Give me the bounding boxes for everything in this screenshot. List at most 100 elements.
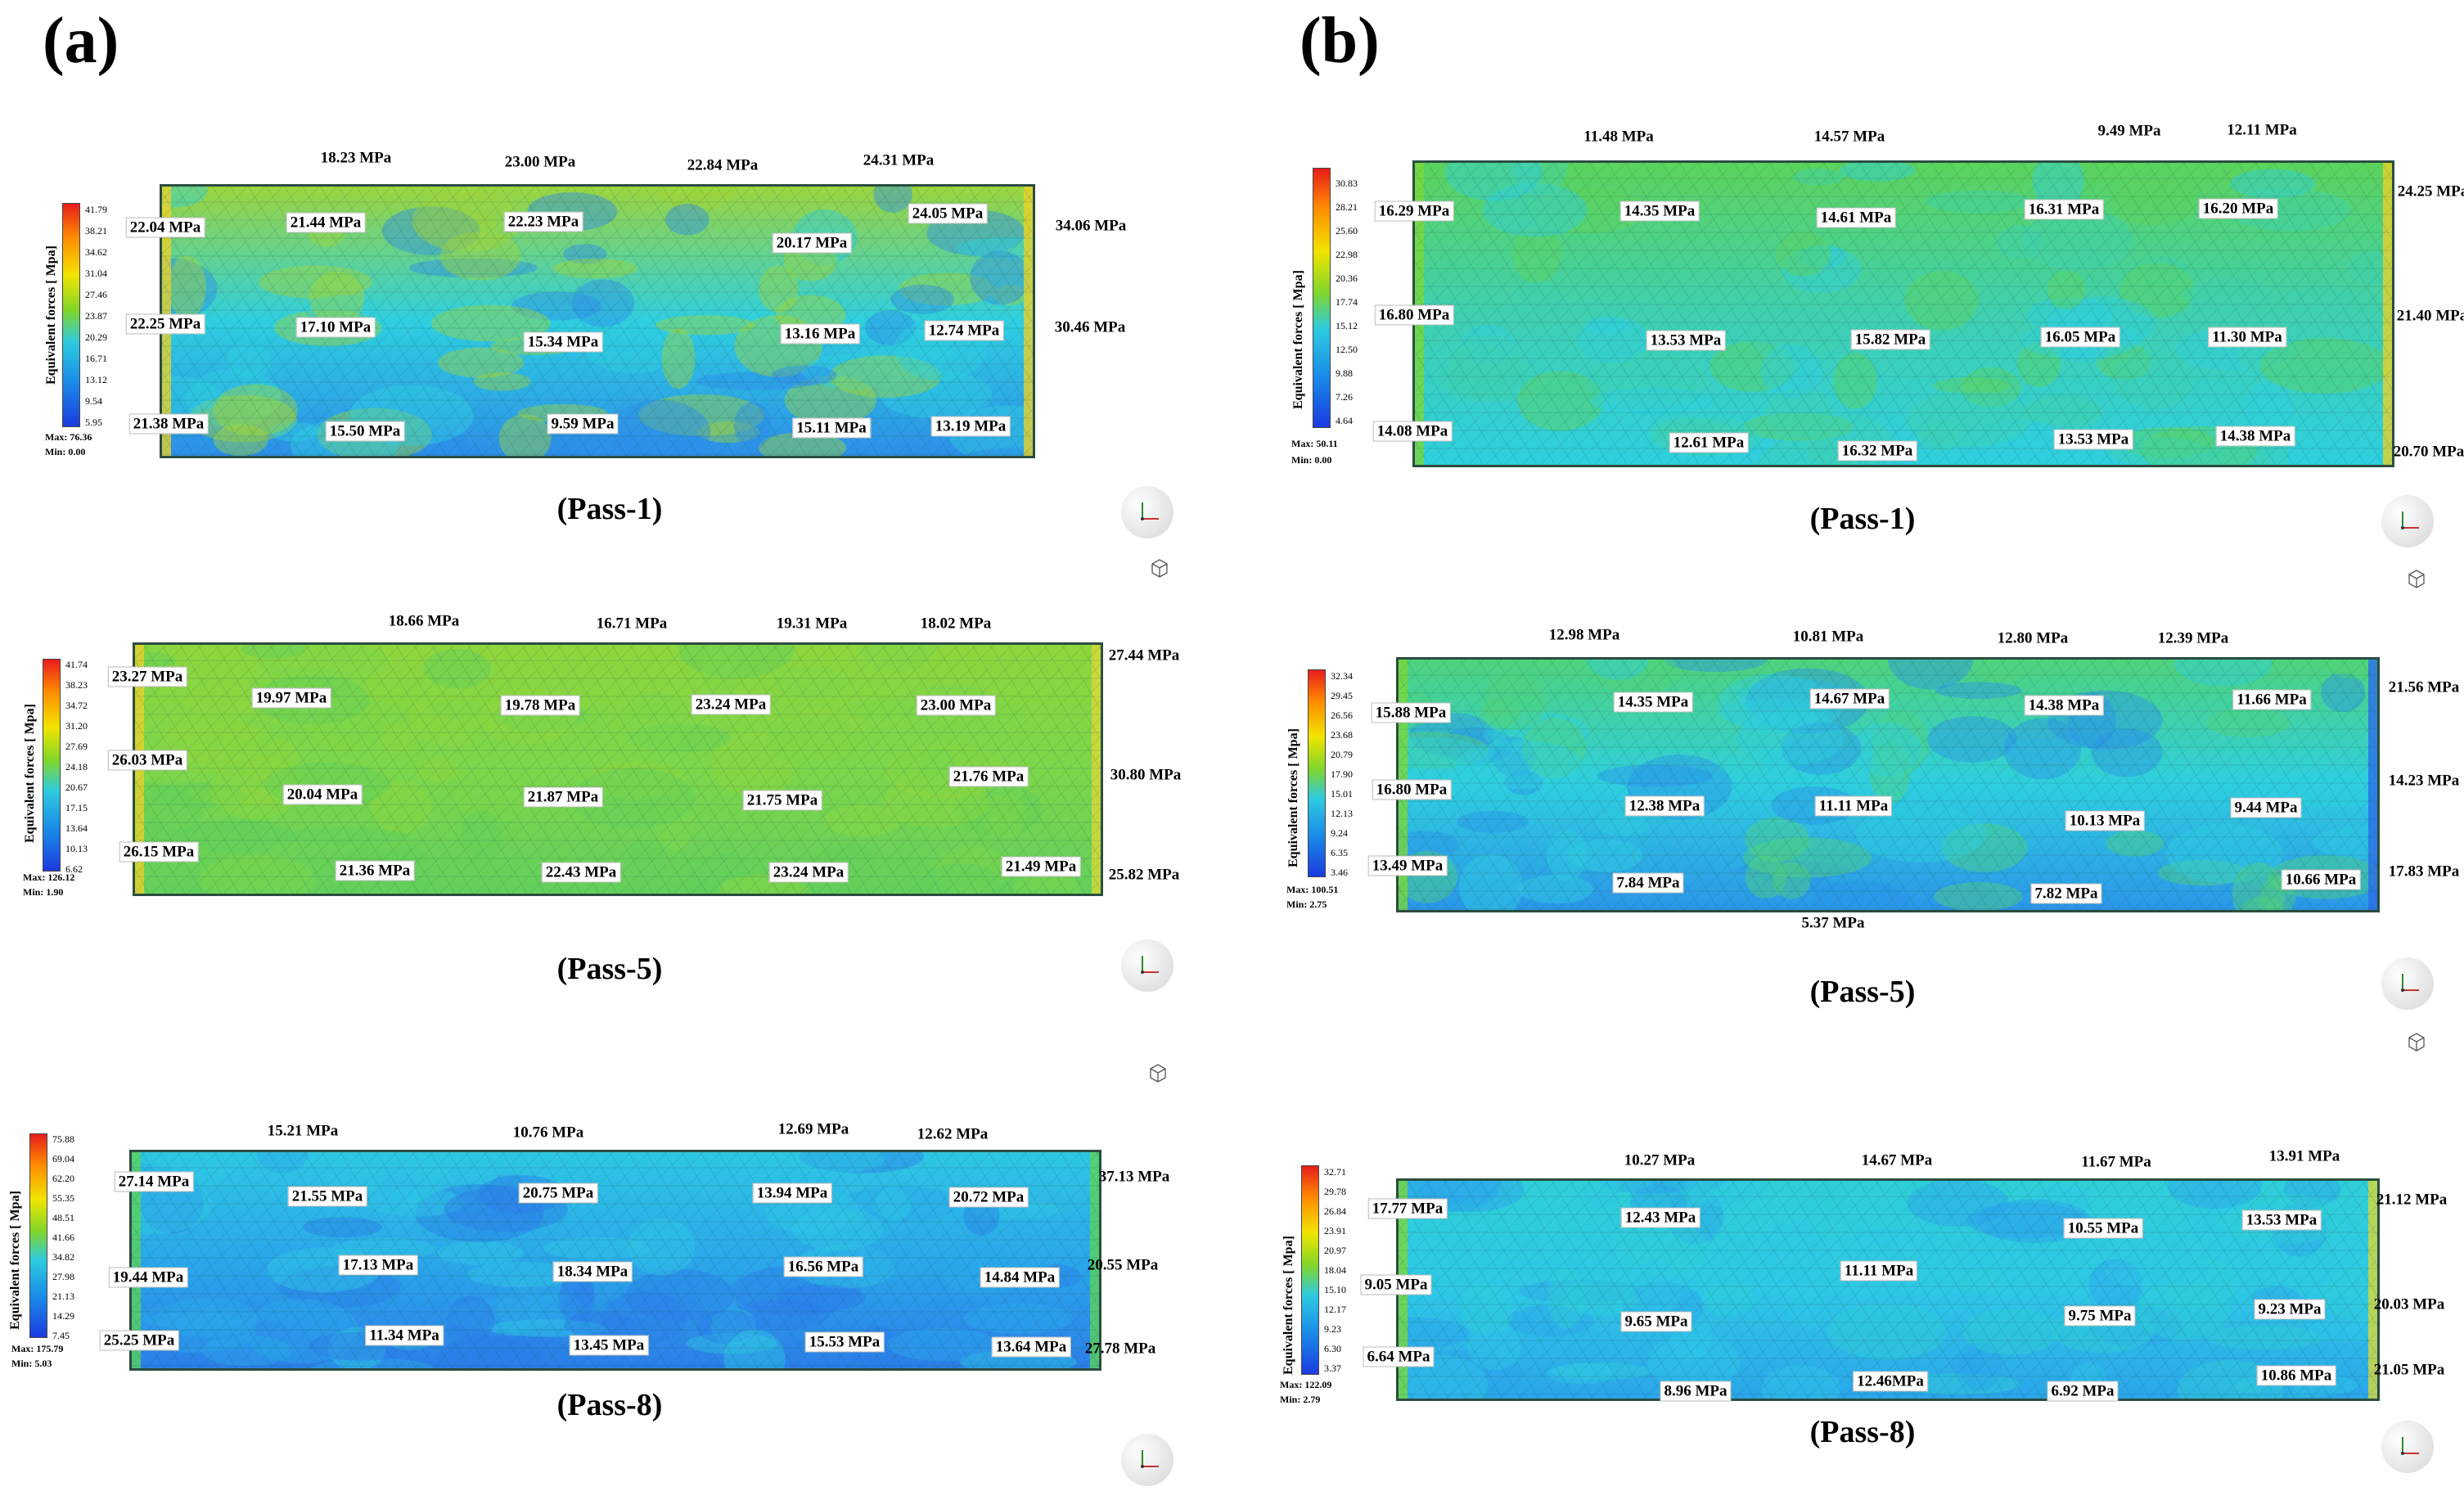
legend-max: Max: 100.51 — [1286, 884, 1339, 895]
stress-patch — [993, 284, 1027, 306]
stress-patch — [626, 1268, 735, 1322]
view-triad-icon[interactable] — [2381, 957, 2434, 1010]
stress-patch — [1961, 367, 2021, 408]
value-label: 16.29 MPa — [1374, 200, 1454, 222]
stress-patch — [1619, 1222, 1709, 1277]
stress-patch — [678, 642, 794, 679]
value-label: 22.25 MPa — [125, 313, 205, 335]
stress-patch — [2244, 382, 2293, 431]
value-label: 24.31 MPa — [863, 151, 935, 169]
stress-patch — [282, 827, 410, 847]
view-cube-icon[interactable] — [2404, 566, 2429, 591]
legend-colorbar — [62, 203, 80, 427]
value-label: 7.82 MPa — [2030, 883, 2102, 904]
stress-patch — [1521, 718, 1587, 778]
view-triad-icon[interactable] — [1121, 939, 1173, 992]
view-triad-icon[interactable] — [1121, 1434, 1173, 1486]
value-label: 16.31 MPa — [2024, 199, 2104, 220]
value-label: 14.08 MPa — [1372, 421, 1453, 442]
stress-patch — [963, 1303, 1073, 1334]
stress-patch — [2047, 270, 2086, 309]
stress-patch — [915, 863, 1010, 896]
stress-patch — [427, 698, 490, 721]
stress-patch — [1596, 810, 1650, 836]
stress-patch — [1437, 358, 1545, 403]
value-label: 12.74 MPa — [924, 320, 1004, 341]
value-label: 9.23 MPa — [2254, 1299, 2326, 1320]
stress-patch — [199, 854, 315, 896]
legend-tick: 20.36 — [1336, 273, 1358, 284]
column-b: (b) Equivalent forces [ Mpa] 30.83 28.21… — [1232, 0, 2464, 1491]
stress-patch — [686, 1332, 777, 1354]
view-cube-icon[interactable] — [1146, 1061, 1170, 1085]
value-label: 9.49 MPa — [2097, 122, 2161, 140]
value-label: 21.38 MPa — [128, 413, 209, 435]
stress-patch — [1457, 1179, 1498, 1206]
stress-patch — [2173, 657, 2273, 687]
legend-tick: 17.74 — [1336, 296, 1358, 308]
view-triad-icon[interactable] — [2381, 1421, 2434, 1473]
stress-patch — [439, 232, 521, 281]
legend-max: Max: 76.36 — [45, 431, 92, 443]
value-label: 19.78 MPa — [500, 695, 580, 716]
value-label: 37.13 MPa — [1098, 1168, 1170, 1186]
value-label: 22.23 MPa — [503, 211, 583, 232]
stress-patch — [160, 376, 223, 417]
stress-patch — [2020, 397, 2100, 426]
stress-patch — [404, 1150, 453, 1186]
stress-patch — [656, 184, 736, 211]
legend-tick: 32.71 — [1324, 1166, 1346, 1178]
value-label: 14.67 MPa — [1809, 688, 1890, 709]
stress-patch — [1504, 770, 1543, 795]
legend-tick: 31.20 — [65, 720, 88, 732]
legend-tick: 24.18 — [65, 761, 88, 773]
stress-patch — [1742, 412, 1854, 441]
stress-patch — [1709, 340, 1795, 392]
stress-patch — [1745, 817, 1810, 862]
stress-patch — [1887, 657, 1974, 690]
stress-patch — [1431, 1178, 1515, 1196]
value-label: 10.76 MPa — [512, 1124, 584, 1142]
legend-tick: 13.64 — [65, 822, 88, 834]
view-triad-icon[interactable] — [1121, 486, 1173, 538]
value-label: 15.21 MPa — [267, 1122, 339, 1140]
stress-patch — [1827, 1303, 1948, 1360]
stress-patch — [2157, 859, 2248, 886]
value-label: 19.97 MPa — [251, 687, 331, 709]
edge-band — [1092, 642, 1103, 896]
view-cube-icon[interactable] — [1147, 556, 1172, 580]
stress-patch — [256, 1150, 309, 1173]
stress-patch — [954, 783, 1043, 837]
stress-patch — [758, 265, 799, 313]
stress-patch — [785, 1150, 885, 1173]
legend-tick: 15.12 — [1336, 320, 1358, 331]
stress-patch — [160, 184, 208, 208]
view-cube-icon[interactable] — [2404, 1029, 2429, 1054]
stress-patch — [1445, 335, 1526, 399]
stress-patch — [413, 209, 497, 241]
stress-patch — [1732, 1270, 1824, 1288]
panel-b-pass-1: Equivalent forces [ Mpa] 30.83 28.21 25.… — [1232, 0, 2464, 622]
stress-patch — [1758, 436, 1857, 467]
stress-patch — [1586, 657, 1649, 680]
value-label: 12.39 MPa — [2157, 629, 2229, 647]
view-triad-icon[interactable] — [2381, 495, 2434, 547]
mesh-border — [129, 1150, 1101, 1371]
stress-patch — [202, 1335, 292, 1367]
stress-patch — [873, 184, 912, 213]
value-label: 14.23 MPa — [2388, 772, 2460, 790]
stress-patch — [177, 744, 227, 775]
value-label: 13.53 MPa — [2241, 1209, 2322, 1231]
value-label: 11.67 MPa — [2081, 1153, 2151, 1171]
legend-ticks: 41.74 38.23 34.72 31.20 27.69 24.18 20.6… — [65, 660, 115, 874]
stress-patch — [2088, 1259, 2143, 1311]
stress-patch — [2321, 673, 2366, 713]
stress-patch — [2167, 1178, 2263, 1209]
value-label: 23.24 MPa — [691, 694, 771, 715]
stress-patch — [2106, 830, 2164, 857]
stress-patch — [758, 432, 847, 458]
stress-patch — [412, 189, 522, 252]
stress-patch — [244, 1299, 359, 1364]
stress-patch — [1396, 1317, 1470, 1349]
panel-b-pass-5: Equivalent forces [ Mpa] 32.34 29.45 26.… — [1232, 0, 2464, 1080]
